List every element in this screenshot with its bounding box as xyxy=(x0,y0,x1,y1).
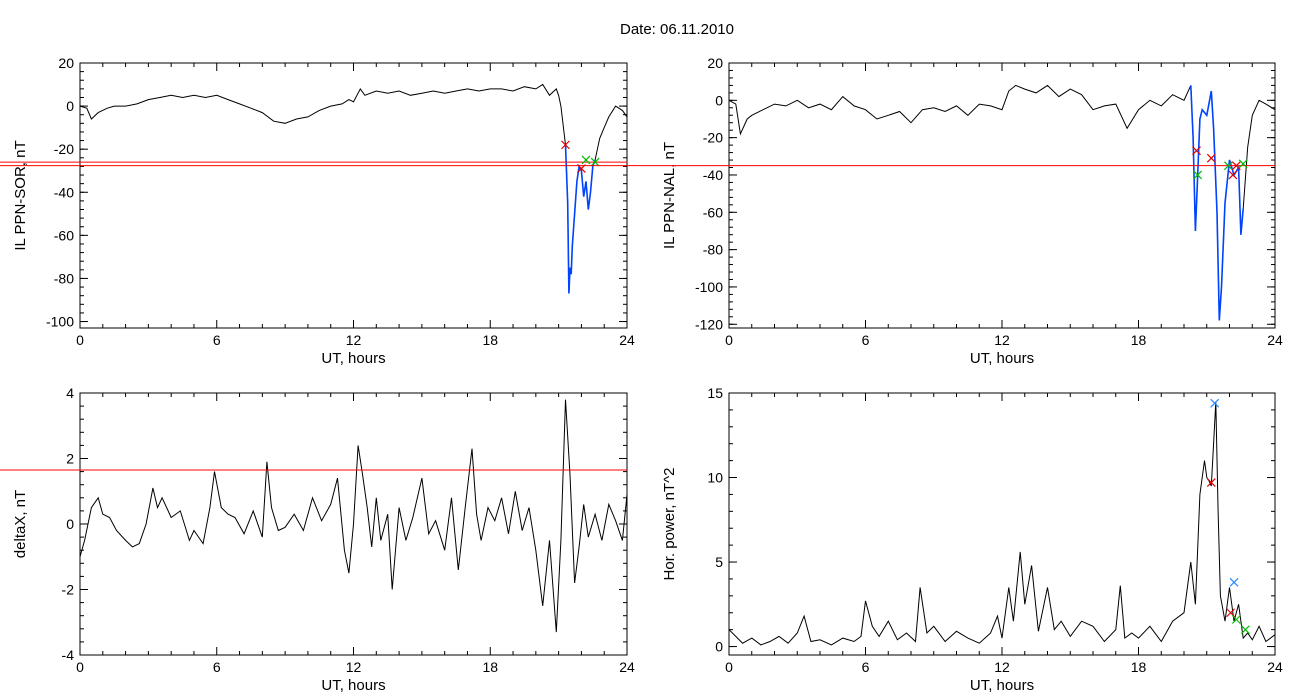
series-line xyxy=(80,83,627,294)
x-tick-label: 0 xyxy=(76,332,84,348)
y-axis-label: IL PPN-NAL, nT xyxy=(661,142,678,249)
marker-stroke xyxy=(1206,153,1216,163)
y-tick-label: -40 xyxy=(54,184,74,200)
marker-red xyxy=(561,140,570,150)
x-tick-label: 0 xyxy=(725,332,733,348)
marker-stroke xyxy=(1241,625,1250,635)
y-tick-label: -60 xyxy=(54,227,74,243)
x-tick-label: 0 xyxy=(76,659,84,675)
x-tick-label: 6 xyxy=(862,332,870,348)
y-tick-label: 5 xyxy=(715,554,723,570)
panel-p4: 0 6 12 18 24 15 10 5 0 UT, hours Hor. power, nT^2 xyxy=(661,385,1283,694)
x-tick-label: 24 xyxy=(619,659,635,675)
marker-stroke xyxy=(1231,615,1241,624)
x-axis-label: UT, hours xyxy=(970,677,1034,694)
y-tick-label: 0 xyxy=(715,639,723,655)
marker-stroke xyxy=(1210,398,1220,408)
marker-green xyxy=(1223,161,1233,171)
marker-green xyxy=(581,155,591,165)
marker-green xyxy=(1238,159,1248,169)
x-tick-label: 12 xyxy=(994,332,1010,348)
marker-green xyxy=(1241,625,1250,635)
y-tick-label: 0 xyxy=(66,98,74,114)
marker-stroke xyxy=(1231,161,1241,171)
marker-green xyxy=(1193,170,1203,180)
x-axis-label: UT, hours xyxy=(970,350,1034,367)
panel-p2: 0 6 12 18 24 20 0 -20 -40 -60 -80 -100 -120 UT, hours… xyxy=(0,55,1283,367)
marker-stroke xyxy=(1193,170,1203,180)
marker-red xyxy=(1206,478,1216,488)
panel-p3: 0 6 12 18 24 4 2 0 -2 -4 UT, hours deltaX, nT xyxy=(0,385,635,694)
x-tick-label: 18 xyxy=(482,659,498,675)
y-tick-label: -100 xyxy=(695,279,723,295)
marker-stroke xyxy=(561,140,570,150)
marker-red xyxy=(1228,170,1238,180)
highlight-segment xyxy=(1190,85,1244,321)
marker-green xyxy=(590,157,600,167)
series-line xyxy=(729,401,1275,646)
y-tick-label: 0 xyxy=(715,92,723,108)
x-tick-label: 24 xyxy=(1267,332,1283,348)
x-tick-label: 12 xyxy=(994,659,1010,675)
marker-stroke xyxy=(1229,577,1239,587)
x-tick-label: 18 xyxy=(482,332,498,348)
x-tick-label: 0 xyxy=(725,659,733,675)
y-axis-label: Hor. power, nT^2 xyxy=(661,468,678,581)
x-axis-label: UT, hours xyxy=(321,350,385,367)
y-tick-label: 20 xyxy=(58,55,74,71)
marker-red xyxy=(1206,153,1216,163)
marker-red xyxy=(1192,146,1201,156)
x-tick-label: 6 xyxy=(862,659,870,675)
marker-blue xyxy=(1210,398,1220,408)
y-tick-label: 10 xyxy=(707,470,723,486)
y-tick-label: -60 xyxy=(703,204,723,220)
x-tick-label: 12 xyxy=(346,659,362,675)
y-tick-label: -20 xyxy=(703,130,723,146)
x-tick-label: 18 xyxy=(1131,332,1147,348)
series-line xyxy=(80,399,627,633)
y-tick-label: 15 xyxy=(707,385,723,401)
y-tick-label: -80 xyxy=(703,242,723,258)
marker-stroke xyxy=(1228,170,1238,180)
plot-frame xyxy=(728,62,1276,329)
marker-blue xyxy=(1229,577,1239,587)
marker-red xyxy=(1226,608,1236,618)
marker-red xyxy=(1231,161,1241,171)
y-tick-label: 0 xyxy=(66,516,74,532)
x-tick-label: 24 xyxy=(1267,659,1283,675)
x-tick-label: 6 xyxy=(213,659,221,675)
y-tick-label: 4 xyxy=(66,385,74,401)
marker-stroke xyxy=(581,155,591,165)
marker-stroke xyxy=(1223,161,1233,171)
marker-stroke xyxy=(1238,159,1248,169)
y-tick-label: 20 xyxy=(707,55,723,71)
y-axis-label: IL PPN-SOR, nT xyxy=(12,140,29,250)
marker-stroke xyxy=(1206,478,1216,488)
y-axis-label: deltaX, nT xyxy=(12,490,29,558)
x-tick-label: 12 xyxy=(346,332,362,348)
y-tick-label: -4 xyxy=(62,647,75,663)
marker-green xyxy=(1231,615,1241,624)
marker-stroke xyxy=(1226,608,1236,618)
y-tick-label: -100 xyxy=(46,314,74,330)
marker-stroke xyxy=(590,157,600,167)
y-tick-label: 2 xyxy=(66,451,74,467)
highlight-segment xyxy=(564,144,596,294)
x-tick-label: 18 xyxy=(1131,659,1147,675)
y-tick-label: -80 xyxy=(54,270,74,286)
plot-frame xyxy=(728,392,1276,656)
plot-frame xyxy=(79,62,628,329)
panel-p1: 0 6 12 18 24 20 0 -20 -40 -60 -80 -100 UT, hours IL P… xyxy=(0,55,635,367)
x-axis-label: UT, hours xyxy=(321,677,385,694)
marker-stroke xyxy=(1192,146,1201,156)
x-tick-label: 24 xyxy=(619,332,635,348)
x-tick-label: 6 xyxy=(213,332,221,348)
y-tick-label: -40 xyxy=(703,167,723,183)
y-tick-label: -2 xyxy=(62,582,75,598)
y-tick-label: -120 xyxy=(695,316,723,332)
figure-title: Date: 06.11.2010 xyxy=(620,21,734,38)
y-tick-label: -20 xyxy=(54,141,74,157)
